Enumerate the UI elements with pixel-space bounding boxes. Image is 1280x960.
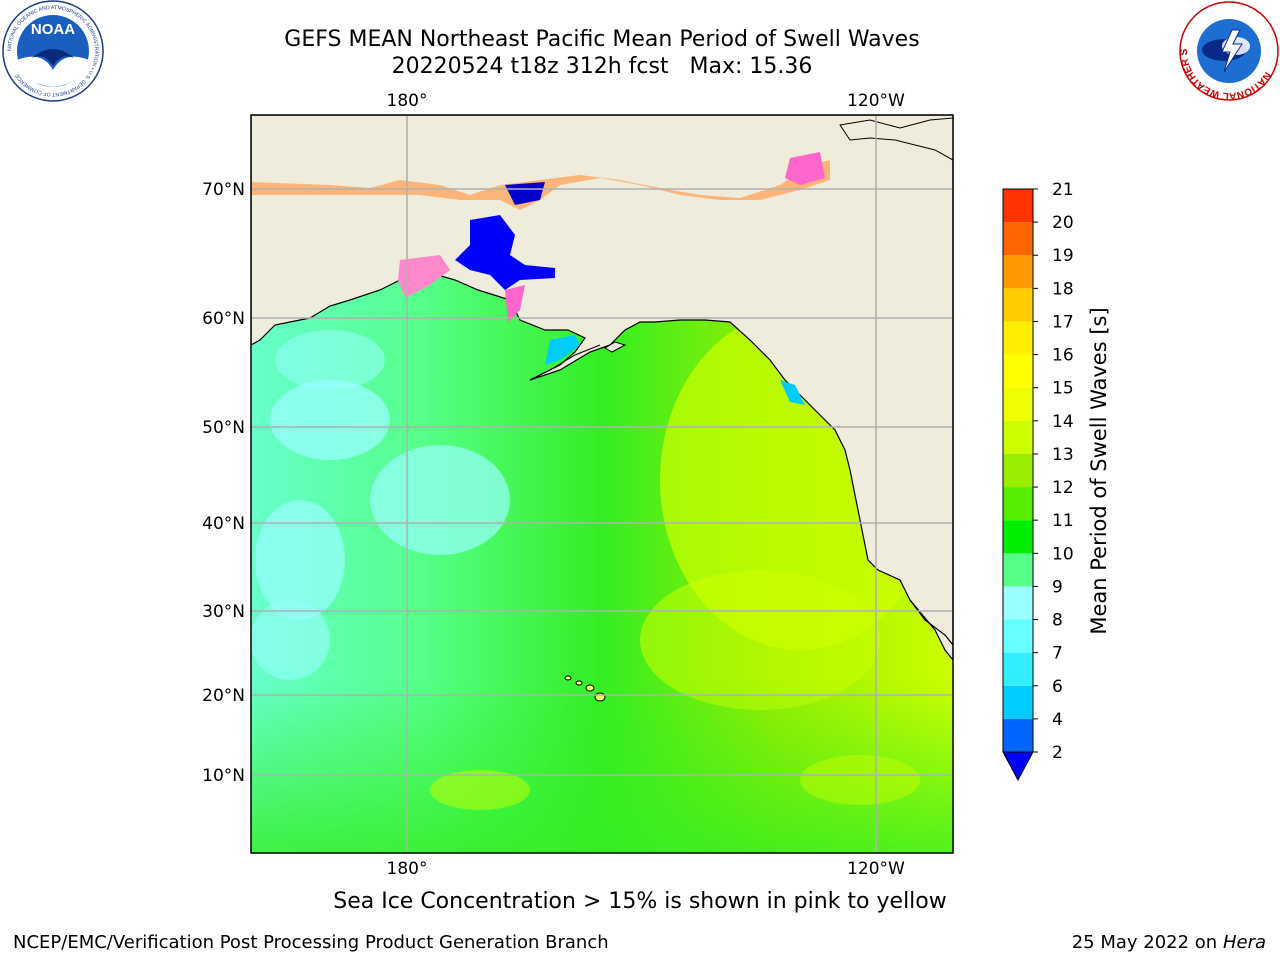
coastline: [909, 599, 953, 646]
colorbar-tick-label: 9: [1052, 577, 1063, 597]
sea-ice-note: Sea Ice Concentration > 15% is shown in …: [0, 889, 1280, 914]
colorbar-block: [1003, 553, 1033, 587]
footer-host: Hera: [1222, 932, 1266, 953]
footer-credit: NCEP/EMC/Verification Post Processing Pr…: [13, 932, 609, 953]
colorbar-tick-label: 4: [1052, 710, 1063, 730]
southern-band: [251, 680, 953, 853]
colorbar-block: [1003, 387, 1033, 421]
footer-date-text: 25 May 2022 on: [1071, 932, 1218, 953]
land-north: [251, 115, 953, 661]
colorbar-tick-label: 14: [1052, 412, 1074, 432]
footer-date: 25 May 2022 on Hera: [1072, 932, 1266, 953]
colorbar-block: [1003, 520, 1033, 554]
colorbar-tick-label: 12: [1052, 478, 1074, 498]
noaa-logo: NOAA NATIONAL OCEANIC AND ATMOSPHERIC AD…: [2, 0, 104, 102]
colorbar-block: [1003, 420, 1033, 454]
colorbar-block: [1003, 487, 1033, 521]
colorbar-tick-label: 15: [1052, 379, 1074, 399]
lon-label-bottom: 120°W: [847, 859, 905, 879]
colorbar-block: [1003, 718, 1033, 752]
colorbar-tick-label: 19: [1052, 246, 1074, 266]
nws-logo: NATIONAL WEATHER SERVICE: [1178, 0, 1279, 101]
sea-ice-note-text: Sea Ice Concentration > 15% is shown in …: [333, 889, 947, 914]
colorbar-block: [1003, 453, 1033, 488]
title: GEFS MEAN Northeast Pacific Mean Period …: [284, 27, 920, 52]
colorbar-tick-label: 16: [1052, 346, 1074, 366]
colorbar-tick-label: 20: [1052, 213, 1074, 233]
subtitle: 20220524 t18z 312h fcst Max: 15.36: [391, 54, 813, 79]
lon-label-top: 120°W: [847, 91, 905, 111]
coastline: [529, 344, 601, 381]
colorbar-block: [1003, 619, 1033, 653]
lat-label: 60°N: [202, 309, 245, 329]
low-period-patch: [255, 500, 345, 620]
lat-label: 50°N: [202, 418, 245, 438]
high-period-patch: [800, 755, 920, 805]
colorbar-label: Mean Period of Swell Waves [s]: [1087, 307, 1111, 634]
low-period-patch: [270, 380, 390, 460]
colorbar-block: [1003, 652, 1033, 686]
high-period-patch: [430, 770, 530, 810]
colorbar-block: [1003, 189, 1033, 223]
colorbar-block: [1003, 321, 1033, 355]
colorbar-block: [1003, 255, 1033, 289]
colorbar-tick-label: 13: [1052, 445, 1074, 465]
graticule: [251, 115, 953, 853]
colorbar-tick-label: 18: [1052, 279, 1074, 299]
colorbar-block: [1003, 288, 1033, 322]
colorbar-tick-label: 17: [1052, 312, 1074, 332]
lat-label: 70°N: [202, 180, 245, 200]
noaa-logo-text: NOAA: [31, 21, 75, 38]
colorbar-tick-label: 8: [1052, 611, 1063, 631]
low-period-patch: [251, 600, 330, 680]
land-arctic-islands: [839, 117, 953, 161]
lat-label: 30°N: [202, 602, 245, 622]
colorbar-ticks: 2 4 6 7 8 9 10 11 12 13 14 15 16 17 18 19 20 21: [1033, 180, 1074, 763]
map-frame: [250, 114, 954, 854]
colorbar-tick-label: 6: [1052, 677, 1063, 697]
colorbar-block: [1003, 354, 1033, 388]
map-content: [251, 115, 953, 853]
colorbar-tick-label: 10: [1052, 544, 1074, 564]
colorbar-block: [1003, 586, 1033, 620]
low-period-patch: [275, 330, 385, 390]
sea-ice: [251, 152, 830, 405]
colorbar-tick-label: 2: [1052, 743, 1063, 763]
high-period-patch: [640, 570, 880, 710]
colorbar-tick-label: 11: [1052, 511, 1074, 531]
lat-label: 20°N: [202, 686, 245, 706]
lon-label-bottom: 180°: [387, 859, 428, 879]
colorbar-tick-label: 21: [1052, 180, 1074, 200]
colorbar-blocks: [1002, 188, 1034, 782]
colorbar-frame: [1002, 188, 1034, 753]
low-period-patch: [370, 445, 510, 555]
colorbar-block: [1003, 685, 1033, 719]
lat-label: 10°N: [202, 766, 245, 786]
colorbar-tick-label: 7: [1052, 644, 1063, 664]
lon-label-top: 180°: [387, 91, 428, 111]
colorbar-extend: [1002, 751, 1034, 782]
colorbar-block: [1003, 222, 1033, 256]
lat-label: 40°N: [202, 514, 245, 534]
island: [604, 341, 627, 353]
